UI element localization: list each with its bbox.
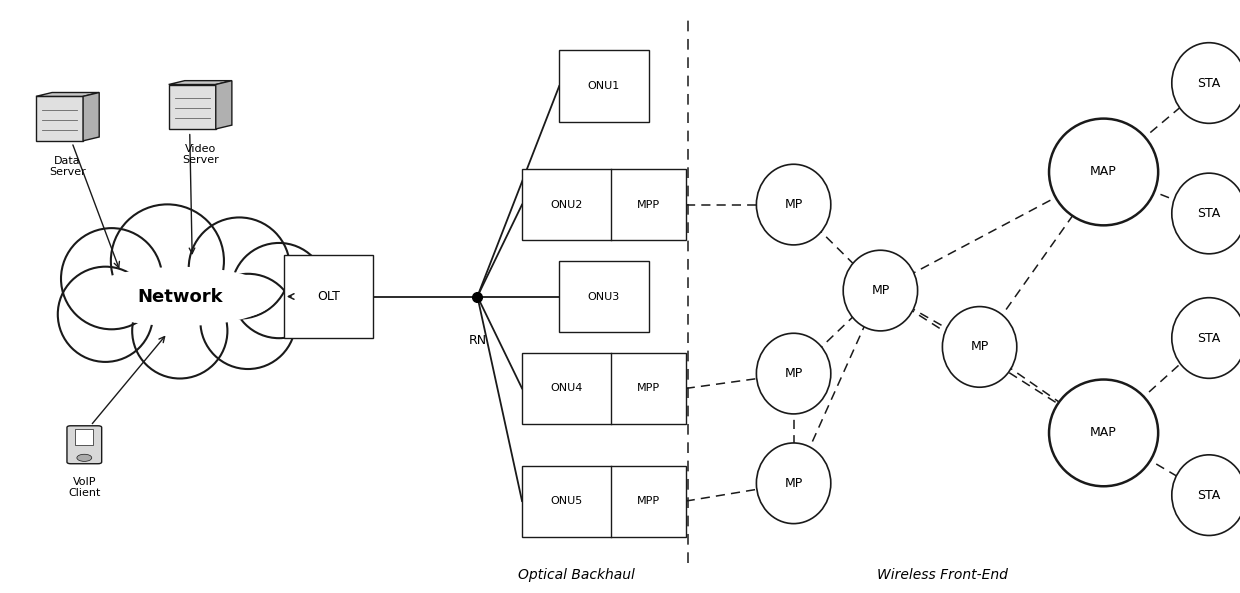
Bar xyxy=(169,85,216,129)
Ellipse shape xyxy=(1049,119,1158,225)
Ellipse shape xyxy=(756,443,831,524)
Ellipse shape xyxy=(201,274,295,369)
Text: MAP: MAP xyxy=(1090,165,1117,178)
Text: MPP: MPP xyxy=(637,384,660,393)
Text: MP: MP xyxy=(872,284,889,297)
Text: VoIP
Client: VoIP Client xyxy=(68,477,100,498)
Ellipse shape xyxy=(1172,298,1240,378)
Text: MP: MP xyxy=(785,477,802,490)
Ellipse shape xyxy=(1049,380,1158,486)
Ellipse shape xyxy=(1172,173,1240,254)
Ellipse shape xyxy=(83,267,275,326)
Text: STA: STA xyxy=(1198,76,1220,90)
Text: MPP: MPP xyxy=(637,496,660,506)
Ellipse shape xyxy=(58,267,153,362)
Ellipse shape xyxy=(756,333,831,414)
Text: ONU2: ONU2 xyxy=(551,200,583,209)
Bar xyxy=(522,466,686,537)
Ellipse shape xyxy=(1172,43,1240,123)
Bar xyxy=(522,353,686,424)
Text: STA: STA xyxy=(1198,331,1220,345)
Ellipse shape xyxy=(843,250,918,331)
Ellipse shape xyxy=(1172,455,1240,535)
Bar xyxy=(522,169,686,240)
Text: STA: STA xyxy=(1198,207,1220,220)
Text: MP: MP xyxy=(785,367,802,380)
Text: MP: MP xyxy=(971,340,988,353)
Bar xyxy=(559,261,649,332)
Text: MP: MP xyxy=(785,198,802,211)
Polygon shape xyxy=(216,81,232,129)
Ellipse shape xyxy=(61,228,162,329)
Bar xyxy=(284,255,373,338)
Text: MAP: MAP xyxy=(1090,426,1117,439)
Text: ONU5: ONU5 xyxy=(551,496,583,506)
Text: ONU4: ONU4 xyxy=(551,384,583,393)
Ellipse shape xyxy=(232,243,326,338)
Ellipse shape xyxy=(133,283,227,378)
Text: Network: Network xyxy=(136,288,223,305)
Text: ONU3: ONU3 xyxy=(588,292,620,301)
Bar xyxy=(559,50,649,122)
Text: Data
Server: Data Server xyxy=(50,155,86,177)
Text: MPP: MPP xyxy=(637,200,660,209)
Polygon shape xyxy=(169,81,232,85)
Polygon shape xyxy=(83,93,99,141)
Text: Wireless Front-End: Wireless Front-End xyxy=(877,568,1008,582)
Ellipse shape xyxy=(756,164,831,245)
FancyBboxPatch shape xyxy=(67,426,102,464)
Bar xyxy=(36,97,83,141)
Circle shape xyxy=(77,454,92,461)
Ellipse shape xyxy=(942,307,1017,387)
Text: Optical Backhaul: Optical Backhaul xyxy=(518,568,635,582)
Text: ONU1: ONU1 xyxy=(588,81,620,91)
Ellipse shape xyxy=(188,218,290,318)
Text: Video
Server: Video Server xyxy=(182,144,218,165)
Text: STA: STA xyxy=(1198,489,1220,502)
Text: OLT: OLT xyxy=(317,290,340,303)
Ellipse shape xyxy=(110,205,224,317)
Polygon shape xyxy=(36,93,99,97)
Bar xyxy=(76,429,93,445)
Text: RN: RN xyxy=(469,334,486,347)
